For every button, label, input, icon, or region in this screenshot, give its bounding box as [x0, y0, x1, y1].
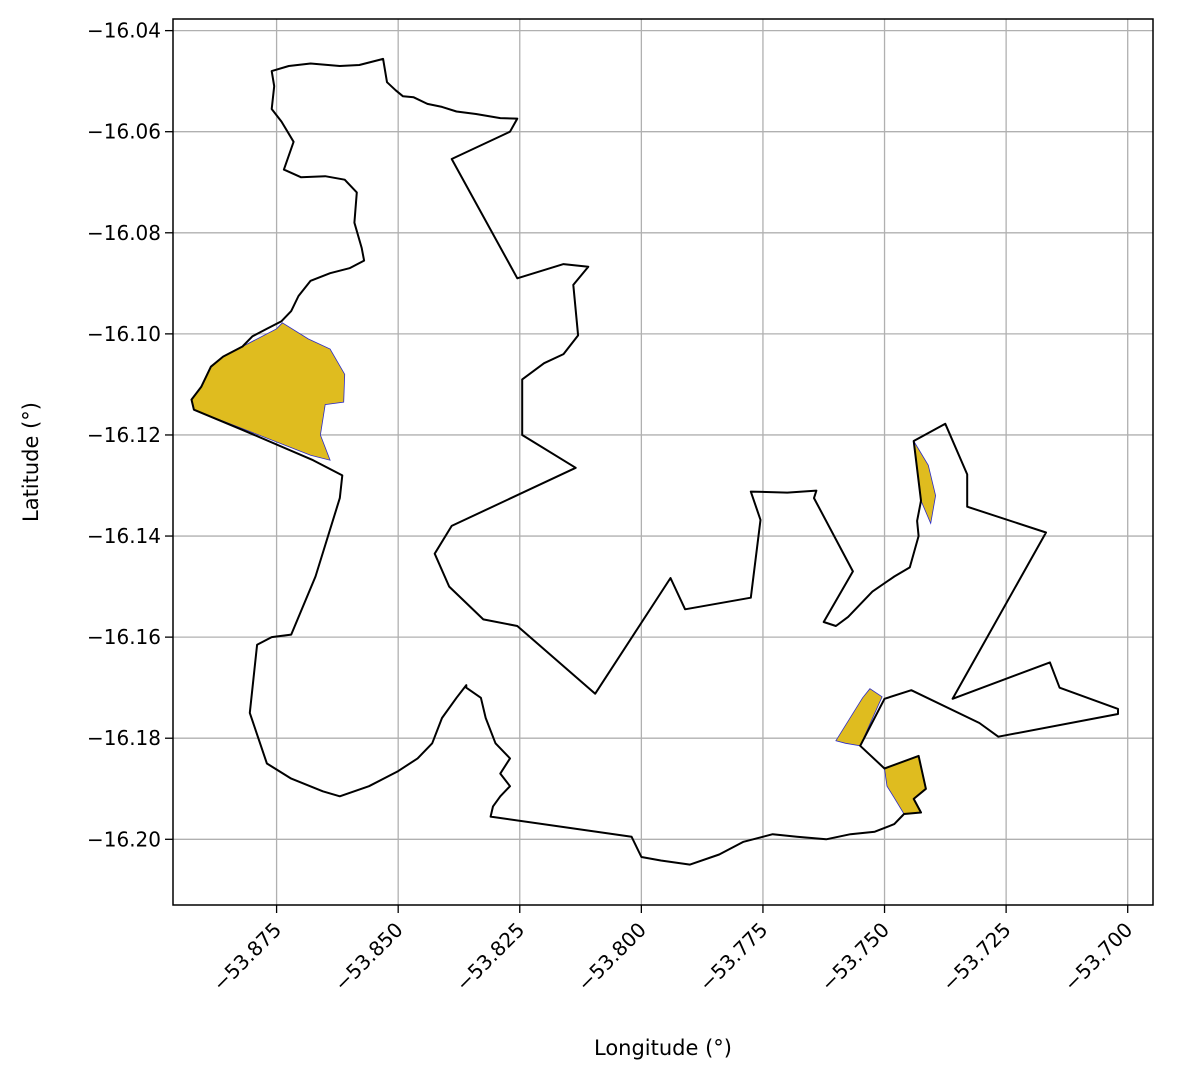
y-tick-label: −16.12 — [87, 423, 161, 447]
y-tick-label: −16.16 — [87, 625, 161, 649]
y-tick-label: −16.08 — [87, 221, 161, 245]
y-tick-label: −16.06 — [87, 120, 161, 144]
boundary-outline — [190, 57, 1119, 866]
y-tick-label: −16.10 — [87, 322, 161, 346]
y-tick-label: −16.04 — [87, 19, 161, 43]
boundary-polygon — [190, 57, 1119, 866]
y-tick-label: −16.20 — [87, 827, 161, 851]
highlight-areas — [191, 322, 937, 815]
y-tick-label: −16.18 — [87, 726, 161, 750]
y-axis-label: Latitude (°) — [19, 402, 43, 522]
plot-frame — [172, 18, 1154, 906]
y-tick-label: −16.14 — [87, 524, 161, 548]
grid-lines — [173, 19, 1153, 905]
x-axis-label: Longitude (°) — [594, 1036, 732, 1060]
